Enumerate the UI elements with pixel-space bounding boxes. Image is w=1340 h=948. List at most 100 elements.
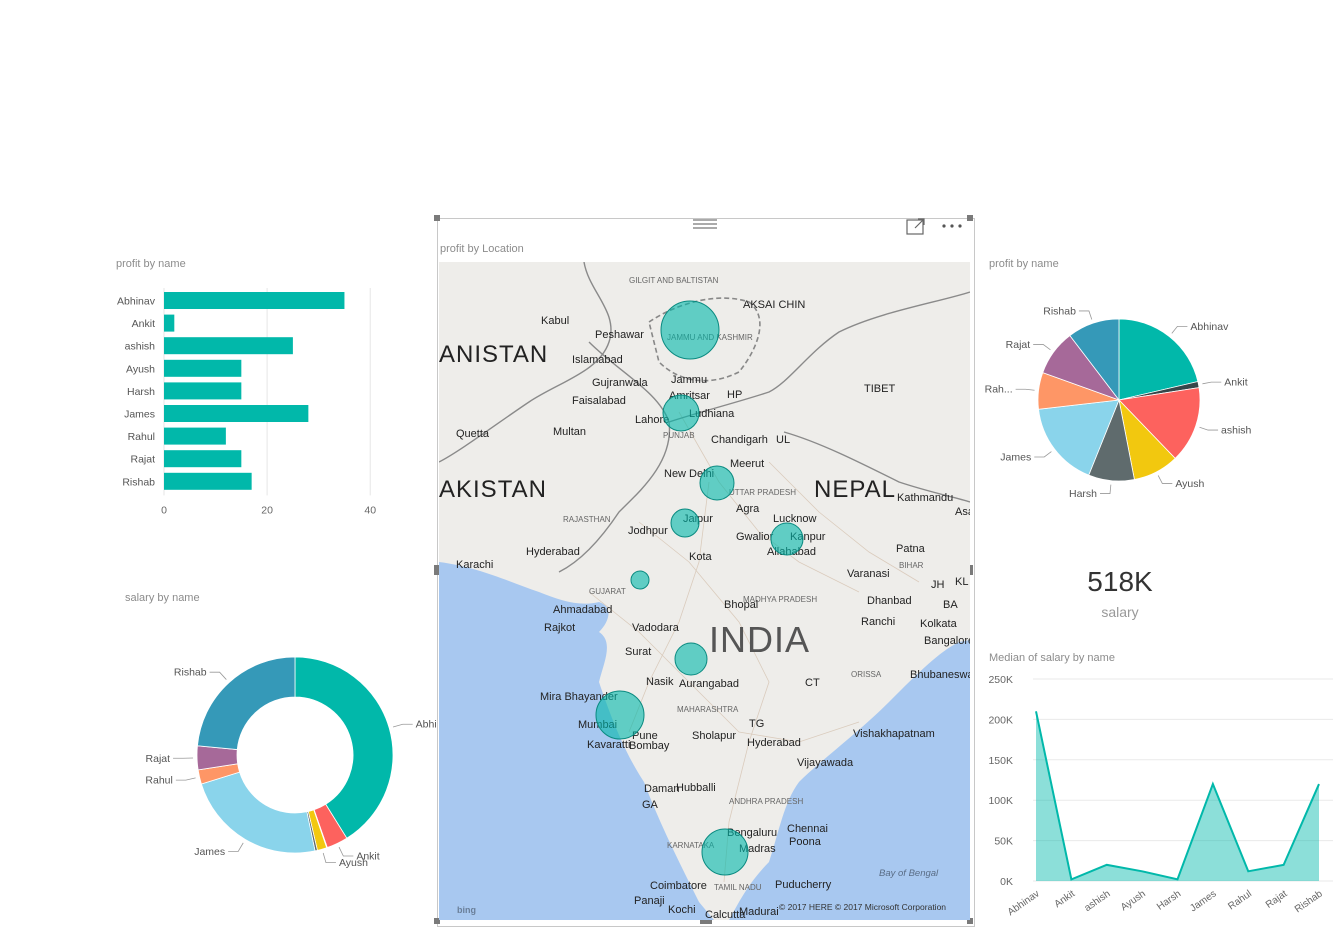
bar-Ankit[interactable] bbox=[164, 314, 175, 332]
resize-handle[interactable] bbox=[434, 215, 440, 221]
map-place-label: Kochi bbox=[668, 904, 696, 916]
map-bubble[interactable] bbox=[595, 690, 645, 740]
map-place-label: GILGIT AND BALTISTAN bbox=[629, 276, 719, 285]
map-bubble[interactable] bbox=[660, 300, 720, 360]
map-place-label: Poona bbox=[789, 836, 822, 848]
resize-handle[interactable] bbox=[967, 215, 973, 221]
category-label: Rajat bbox=[130, 454, 155, 466]
category-label: Rahul bbox=[128, 431, 155, 443]
map-place-label: Karachi bbox=[456, 559, 493, 571]
leader-line bbox=[1199, 426, 1219, 431]
map-place-label: Bay of Bengal bbox=[879, 868, 939, 879]
slice-Abhinav[interactable] bbox=[294, 656, 394, 839]
x-tick-label: 20 bbox=[261, 504, 273, 516]
y-tick-label: 150K bbox=[988, 755, 1013, 767]
resize-handle[interactable] bbox=[967, 918, 973, 924]
map-place-label: Pune bbox=[632, 730, 658, 742]
resize-handle[interactable] bbox=[967, 565, 973, 575]
bar-James[interactable] bbox=[164, 405, 309, 422]
map-bubble[interactable] bbox=[770, 522, 804, 556]
pie-chart[interactable]: Abhinav Ankit ashish Ayush Harsh James Rah... R… bbox=[985, 295, 1285, 505]
slice-label: James bbox=[1000, 451, 1031, 463]
slice-label: Abhinav bbox=[1190, 321, 1229, 333]
bar-Rahul[interactable] bbox=[164, 427, 226, 445]
x-tick-label: Rishab bbox=[1293, 888, 1325, 915]
x-tick-label: Harsh bbox=[1155, 888, 1183, 912]
bar-Ayush[interactable] bbox=[164, 359, 242, 377]
resize-handle[interactable] bbox=[434, 565, 440, 575]
map-place-label: Jodhpur bbox=[628, 525, 668, 537]
resize-handle[interactable] bbox=[434, 918, 440, 924]
map-place-label: Gwalior bbox=[736, 531, 774, 543]
map-place-label: TIBET bbox=[864, 383, 895, 395]
x-tick-label: Abhinav bbox=[1006, 888, 1042, 918]
map-bubble[interactable] bbox=[662, 394, 700, 432]
map-bubble[interactable] bbox=[630, 570, 650, 590]
slice-James[interactable] bbox=[1038, 399, 1120, 476]
map-place-label: JH bbox=[931, 579, 945, 591]
map-place-label: Asans bbox=[955, 506, 970, 518]
map-place-label: Kabul bbox=[541, 315, 569, 327]
map-bubble[interactable] bbox=[699, 465, 735, 501]
slice-ashish[interactable] bbox=[1118, 387, 1201, 459]
slice-Rishab[interactable] bbox=[1069, 318, 1120, 402]
bar-Abhinav[interactable] bbox=[164, 292, 345, 309]
area-line[interactable] bbox=[1035, 711, 1320, 881]
map-place-label: MAHARASHTRA bbox=[677, 705, 739, 714]
map-place-label: Panaji bbox=[634, 895, 665, 907]
map-bubble[interactable] bbox=[670, 508, 700, 538]
drag-handle-icon[interactable] bbox=[692, 217, 718, 231]
slice-label: Ankit bbox=[356, 851, 379, 863]
slice-label: Rishab bbox=[174, 667, 207, 679]
pie-chart-title: profit by name bbox=[989, 258, 1059, 270]
resize-handle[interactable] bbox=[700, 918, 712, 924]
map-bubble[interactable] bbox=[674, 642, 708, 676]
leader-line bbox=[1157, 475, 1173, 484]
area-chart-title: Median of salary by name bbox=[989, 652, 1115, 664]
x-tick-label: 0 bbox=[161, 504, 167, 516]
category-label: Ankit bbox=[132, 318, 155, 330]
map-place-label: HP bbox=[727, 389, 742, 401]
area-chart[interactable]: 0K 50K 100K 150K 200K 250K Abhinav Ankit ashish A… bbox=[985, 670, 1337, 930]
map-canvas[interactable]: ANISTAN AKISTAN INDIA NEPAL Kabul Peshawar Isl… bbox=[439, 262, 970, 920]
map-place-label: Chandigarh bbox=[711, 434, 768, 446]
map-place-label: Vishakhapatnam bbox=[853, 728, 935, 740]
map-place-label: AKSAI CHIN bbox=[743, 299, 805, 311]
map-place-label: Vijayawada bbox=[797, 757, 854, 769]
y-tick-label: 100K bbox=[988, 795, 1013, 807]
category-label: James bbox=[124, 409, 155, 421]
slice-label: ashish bbox=[1221, 425, 1252, 437]
slice-Rishab[interactable] bbox=[196, 656, 296, 751]
focus-mode-icon[interactable] bbox=[905, 216, 927, 236]
leader-line bbox=[175, 777, 196, 781]
map-place-label: Ranchi bbox=[861, 616, 895, 628]
slice-James[interactable] bbox=[200, 771, 316, 854]
slice-label: Rishab bbox=[1043, 305, 1076, 317]
bar-Rishab[interactable] bbox=[164, 472, 252, 490]
bar-ashish[interactable] bbox=[164, 337, 293, 355]
bay-of-bengal bbox=[729, 640, 970, 920]
map-bubble[interactable] bbox=[701, 828, 749, 876]
slice-label: Abhi bbox=[416, 719, 437, 731]
map-place-label: Puducherry bbox=[775, 879, 832, 891]
map-place-label: Quetta bbox=[456, 428, 490, 440]
country-label: ANISTAN bbox=[439, 341, 548, 368]
leader-line bbox=[228, 842, 244, 852]
leader-line bbox=[1202, 381, 1222, 385]
bar-chart[interactable]: Abhinav Ankit ashish Ayush Harsh James Rahul Ra… bbox=[100, 280, 430, 520]
map-place-label: Lahore bbox=[635, 414, 669, 426]
slice-Abhinav[interactable] bbox=[1118, 318, 1199, 401]
more-options-icon[interactable] bbox=[940, 222, 966, 230]
map-place-label: Chennai bbox=[787, 823, 828, 835]
leader-line bbox=[209, 671, 227, 680]
x-tick-label: Ayush bbox=[1119, 888, 1148, 913]
y-tick-label: 250K bbox=[988, 674, 1013, 686]
map-place-label: Kolkata bbox=[920, 618, 958, 630]
map-place-label: Multan bbox=[553, 426, 586, 438]
bar-Rajat[interactable] bbox=[164, 450, 242, 468]
bar-Harsh[interactable] bbox=[164, 382, 242, 400]
leader-line bbox=[1034, 451, 1052, 458]
leader-line bbox=[1015, 388, 1035, 391]
x-tick-label: ashish bbox=[1082, 888, 1112, 914]
